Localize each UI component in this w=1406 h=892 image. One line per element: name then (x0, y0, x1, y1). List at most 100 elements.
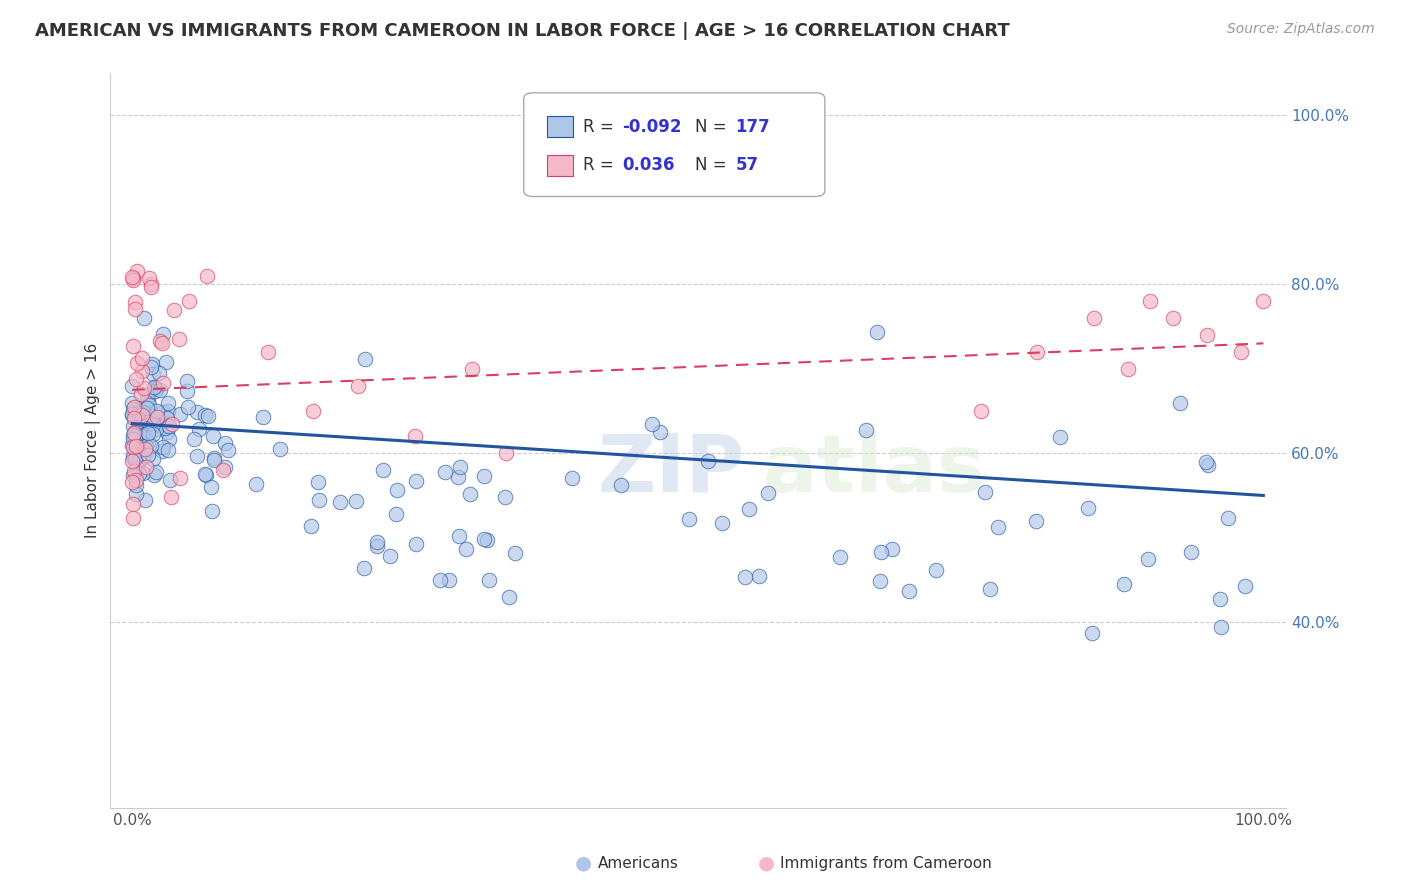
Point (157, 395, 180, 409)
Point (142, 427, 165, 442)
Point (131, 408, 153, 422)
Point (124, 295, 146, 310)
Point (141, 277, 163, 292)
Point (214, 436, 236, 450)
Point (142, 417, 165, 431)
Point (132, 448, 155, 462)
Point (121, 454, 143, 468)
Point (197, 409, 219, 423)
Point (1195, 455, 1218, 469)
Point (128, 450, 150, 464)
Point (145, 417, 167, 431)
Point (124, 473, 146, 487)
Point (136, 434, 159, 449)
Point (136, 426, 159, 441)
Point (387, 483, 409, 497)
Point (121, 338, 143, 352)
Point (125, 439, 148, 453)
Point (121, 407, 143, 421)
Text: Source: ZipAtlas.com: Source: ZipAtlas.com (1227, 22, 1375, 37)
Point (145, 465, 167, 479)
Point (1229, 344, 1251, 359)
Point (148, 366, 170, 380)
Point (122, 270, 145, 285)
Point (561, 471, 583, 485)
Point (169, 408, 191, 422)
Point (748, 568, 770, 582)
Point (156, 410, 179, 425)
Point (1209, 620, 1232, 634)
Point (405, 474, 427, 488)
Point (478, 573, 501, 587)
Point (139, 279, 162, 293)
Point (1161, 311, 1184, 326)
Point (125, 487, 148, 501)
Point (186, 450, 208, 464)
Point (1112, 577, 1135, 591)
Point (138, 417, 160, 431)
Text: R =: R = (582, 156, 619, 174)
Point (734, 570, 756, 584)
Text: -0.092: -0.092 (623, 118, 682, 136)
Point (124, 404, 146, 418)
Point (609, 477, 631, 491)
Point (134, 447, 156, 461)
Point (1139, 294, 1161, 309)
Point (1026, 344, 1049, 359)
Point (1180, 545, 1202, 559)
Point (124, 452, 146, 467)
Point (136, 401, 159, 416)
Point (202, 451, 225, 466)
Point (347, 378, 370, 392)
Point (121, 418, 143, 433)
Point (134, 493, 156, 508)
Point (156, 425, 179, 440)
Point (143, 468, 166, 483)
Text: Americans: Americans (598, 856, 679, 871)
FancyBboxPatch shape (523, 93, 825, 196)
Text: 177: 177 (735, 118, 770, 136)
Point (127, 461, 149, 475)
Point (302, 404, 325, 418)
Point (145, 422, 167, 436)
Point (449, 459, 471, 474)
Point (153, 421, 176, 435)
Text: Immigrants from Cameroon: Immigrants from Cameroon (780, 856, 993, 871)
Point (128, 467, 150, 481)
Point (697, 454, 720, 468)
Point (163, 302, 186, 317)
Point (378, 549, 401, 563)
Point (135, 392, 157, 407)
Point (169, 471, 191, 485)
Point (200, 504, 222, 518)
Point (194, 467, 217, 482)
Point (127, 264, 149, 278)
Point (129, 412, 152, 426)
Point (169, 332, 191, 346)
Point (121, 408, 143, 422)
Point (132, 405, 155, 419)
Point (200, 480, 222, 494)
Point (122, 411, 145, 425)
FancyBboxPatch shape (547, 155, 574, 176)
Point (648, 425, 671, 440)
Point (870, 545, 893, 559)
Point (155, 355, 177, 369)
Point (157, 418, 180, 433)
Point (177, 294, 200, 309)
Point (141, 359, 163, 374)
Point (1195, 327, 1218, 342)
Point (121, 428, 143, 442)
Point (122, 467, 145, 482)
Point (1233, 579, 1256, 593)
Point (678, 512, 700, 526)
Point (299, 519, 322, 533)
Point (160, 417, 183, 431)
Point (143, 384, 166, 399)
Point (124, 429, 146, 443)
Point (354, 352, 377, 367)
Point (121, 379, 143, 393)
Point (124, 425, 146, 440)
Point (142, 381, 165, 395)
Point (148, 383, 170, 397)
